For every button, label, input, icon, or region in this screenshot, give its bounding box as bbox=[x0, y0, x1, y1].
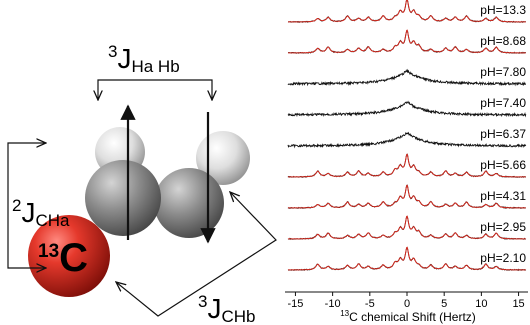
hydrogen-b-atom bbox=[196, 131, 250, 185]
spectrum-trace bbox=[287, 100, 527, 118]
coupling-cha-label: 2JCHa bbox=[12, 196, 70, 230]
x-axis-title: 13C chemical Shift (Hertz) bbox=[340, 309, 476, 324]
spectrum-fit bbox=[288, 184, 526, 209]
coupling-chb-bracket bbox=[116, 192, 277, 317]
x-tick-label: 15 bbox=[512, 298, 524, 310]
spectrum-ph-label: pH=2.95 bbox=[480, 220, 526, 234]
spectrum-ph-label: pH=6.37 bbox=[480, 127, 526, 141]
spectrum-ph-label: pH=2.10 bbox=[480, 251, 526, 265]
spectrum-ph-label: pH=8.68 bbox=[480, 34, 526, 48]
x-tick-label: 10 bbox=[475, 298, 487, 310]
carbon-13-atom bbox=[28, 215, 110, 297]
spectrum-ph-label: pH=7.40 bbox=[480, 96, 526, 110]
molecule-panel: 13C 3JHa Hb 2JCHa 3JCHb bbox=[7, 42, 277, 325]
x-tick-label: 5 bbox=[441, 298, 447, 310]
spectrum-trace bbox=[287, 68, 526, 87]
spectrum-ph-label: pH=4.31 bbox=[480, 189, 526, 203]
spectrum-ph-label: pH=5.66 bbox=[480, 158, 526, 172]
spectrum-fit bbox=[288, 215, 526, 240]
spectrum-fit bbox=[288, 246, 526, 271]
x-axis: -15 -10 -5 0 5 10 15 bbox=[285, 291, 528, 310]
spectrum-fit bbox=[288, 0, 526, 23]
carbon-a-atom bbox=[85, 160, 161, 236]
x-tick-label: -5 bbox=[365, 298, 375, 310]
coupling-hh-bracket bbox=[98, 79, 212, 100]
x-tick-label: 0 bbox=[404, 298, 410, 310]
x-tick-label: -15 bbox=[287, 298, 303, 310]
spectrum-ph-label: pH=13.3 bbox=[480, 3, 526, 17]
coupling-hh-label: 3JHa Hb bbox=[108, 42, 180, 76]
x-tick-label: -10 bbox=[325, 298, 341, 310]
carbon-b-atom bbox=[154, 168, 224, 238]
spectrum-fit bbox=[288, 153, 526, 178]
coupling-cha-bracket bbox=[7, 143, 46, 268]
spectrum-trace bbox=[287, 131, 527, 149]
spectrum-fit bbox=[288, 29, 526, 54]
spectra-panel: pH=13.3 pH=8.68 pH=7.80 pH=7.40 pH=6.37 pH=5.… bbox=[287, 0, 527, 272]
coupling-chb-label: 3JCHb bbox=[198, 292, 255, 325]
spectrum-ph-label: pH=7.80 bbox=[480, 65, 526, 79]
